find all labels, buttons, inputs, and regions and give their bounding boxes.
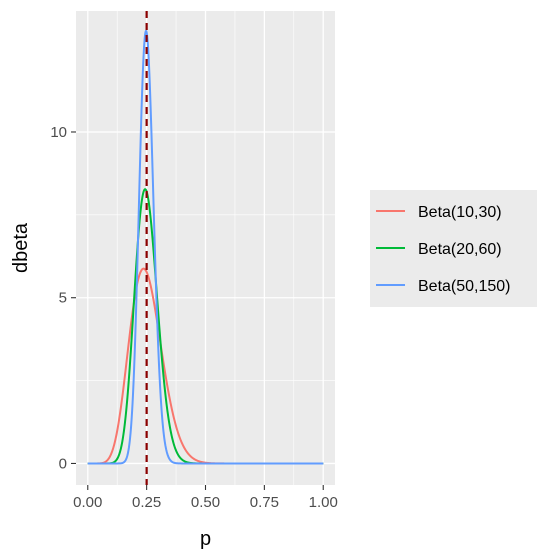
y-axis-title: dbeta: [10, 222, 32, 273]
y-tick-label: 10: [50, 124, 67, 141]
series-layer: [87, 30, 324, 465]
x-tick-label: 1.00: [309, 494, 338, 511]
grid-major: [76, 11, 335, 485]
x-tick-label: 0.25: [132, 494, 161, 511]
x-tick-label: 0.50: [191, 494, 220, 511]
x-tick-label: 0.75: [250, 494, 279, 511]
x-axis-title: p: [200, 528, 211, 550]
legend-label: Beta(10,30): [418, 204, 502, 221]
x-tick-label: 0.00: [73, 494, 102, 511]
legend-label: Beta(20,60): [418, 241, 502, 258]
y-tick-label: 5: [59, 290, 67, 307]
legend-label: Beta(50,150): [418, 278, 511, 295]
legend: Beta(10,30) Beta(20,60) Beta(50,150): [370, 190, 537, 307]
series-line-beta-50-150-: [87, 30, 324, 465]
y-axis: 0 5 10: [50, 124, 76, 472]
y-tick-label: 0: [59, 455, 67, 472]
x-axis: 0.00 0.25 0.50 0.75 1.00: [73, 485, 338, 511]
